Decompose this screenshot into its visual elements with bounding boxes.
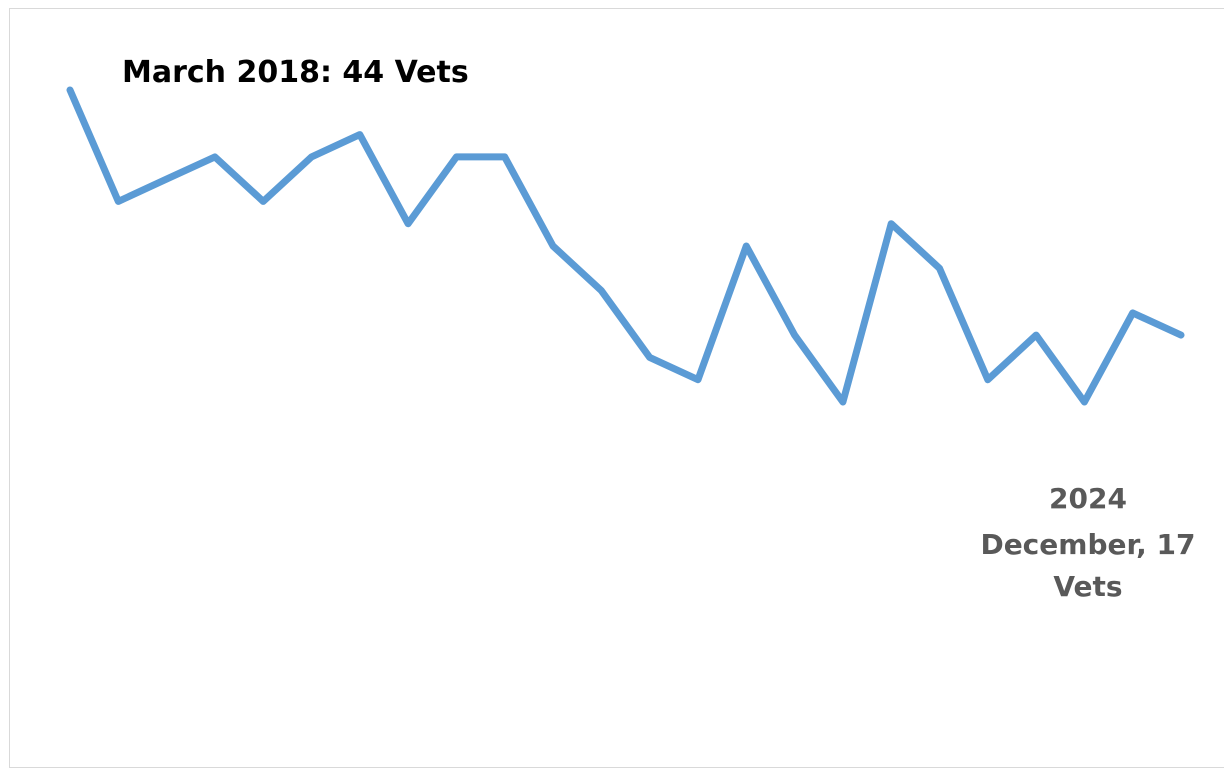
data-point-14 (743, 243, 749, 249)
data-point-12 (647, 354, 653, 360)
data-point-23 (1178, 332, 1184, 338)
data-point-11 (598, 288, 604, 294)
series-line-0 (66, 86, 1185, 406)
data-point-6 (357, 132, 363, 138)
data-point-13 (695, 377, 701, 383)
data-point-3 (212, 154, 218, 160)
data-point-5 (309, 154, 315, 160)
chart-area (9, 8, 1224, 768)
data-point-22 (1130, 310, 1136, 316)
data-point-19 (985, 377, 991, 383)
start-annotation: March 2018: 44 Vets (122, 55, 469, 90)
data-point-21 (1081, 399, 1087, 405)
data-point-8 (453, 154, 459, 160)
data-point-17 (888, 221, 894, 227)
data-point-18 (937, 265, 943, 271)
data-point-20 (1033, 332, 1039, 338)
data-point-15 (792, 332, 798, 338)
data-point-9 (502, 154, 508, 160)
data-point-7 (405, 221, 411, 227)
line-chart: March 2018: 44 Vets 2024 December, 17 Ve… (66, 55, 1196, 603)
data-point-4 (260, 198, 266, 204)
end-annotation-line-3: Vets (1053, 570, 1122, 603)
data-point-0 (67, 87, 73, 93)
data-point-2 (164, 176, 170, 182)
data-point-1 (115, 198, 121, 204)
data-point-10 (550, 243, 556, 249)
data-point-16 (840, 399, 846, 405)
series-layer (66, 86, 1185, 406)
end-annotation-line-2: December, 17 (980, 528, 1195, 561)
end-annotation-line-1: 2024 (1049, 482, 1127, 515)
